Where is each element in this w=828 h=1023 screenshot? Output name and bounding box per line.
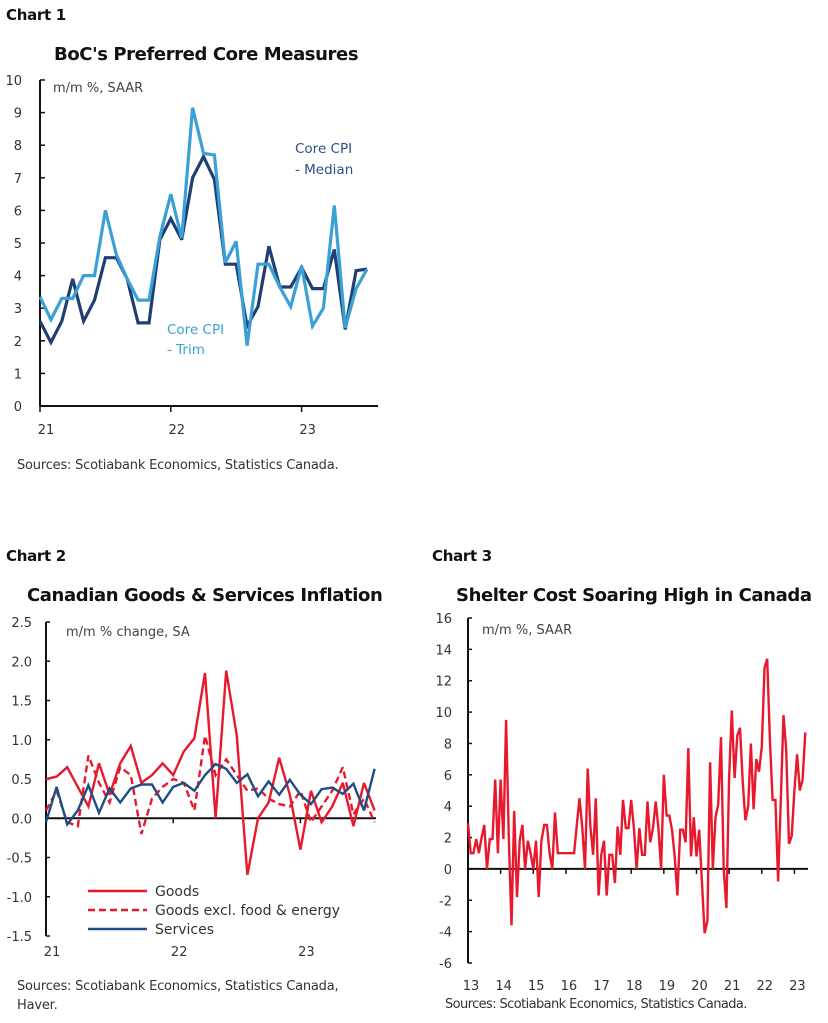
chart2-series-goods-excl-food-energy xyxy=(44,735,376,835)
y-tick-label: 4 xyxy=(444,800,452,815)
y-tick-label: 0.0 xyxy=(11,812,32,827)
chart2-series-services xyxy=(44,762,376,828)
x-tick-label: 23 xyxy=(789,979,806,994)
y-tick-label: 7 xyxy=(14,172,22,187)
x-tick-label: 20 xyxy=(691,979,708,994)
y-tick-label: 2 xyxy=(14,335,22,350)
chart1-x-ticks: 21 22 23 xyxy=(38,406,316,438)
y-tick-label: 6 xyxy=(444,769,452,784)
x-tick-label: 16 xyxy=(561,979,578,994)
chart2-source-line2: Haver. xyxy=(17,998,58,1013)
chart1-title: BoC's Preferred Core Measures xyxy=(54,44,359,65)
legend-goods-label: Goods xyxy=(155,884,199,900)
chart3-title: Shelter Cost Soaring High in Canada xyxy=(456,585,812,606)
chart1-median-label-line2: - Median xyxy=(295,162,353,178)
chart1-median-label-line1: Core CPI xyxy=(295,141,352,157)
x-tick-label: 21 xyxy=(724,979,741,994)
chart1-unit-label: m/m %, SAAR xyxy=(53,81,143,96)
x-tick-label: 14 xyxy=(495,979,512,994)
x-tick-label: 18 xyxy=(626,979,643,994)
chart3-unit-label: m/m %, SAAR xyxy=(482,623,572,638)
x-tick-label: 22 xyxy=(169,423,186,438)
y-tick-label: 2 xyxy=(444,832,452,847)
y-tick-label: 10 xyxy=(435,706,452,721)
x-tick-label: 21 xyxy=(38,423,55,438)
y-tick-label: 2.5 xyxy=(11,616,32,631)
x-tick-label: 17 xyxy=(593,979,610,994)
y-tick-label: 5 xyxy=(14,237,22,252)
chart1-source: Sources: Scotiabank Economics, Statistic… xyxy=(17,458,339,473)
chart1-series xyxy=(38,107,369,346)
chart2-legend: Goods Goods excl. food & energy Services xyxy=(88,884,340,938)
chart2-series xyxy=(44,670,376,876)
y-tick-label: 12 xyxy=(435,675,452,690)
y-tick-label: -1.0 xyxy=(7,891,32,906)
y-tick-label: -0.5 xyxy=(7,852,32,867)
chart1-trim-label-line2: - Trim xyxy=(167,342,205,358)
y-tick-label: 16 xyxy=(435,612,452,627)
chart1-label: Chart 1 xyxy=(6,6,66,24)
chart2-unit-label: m/m % change, SA xyxy=(66,625,190,640)
y-tick-label: -6 xyxy=(439,957,452,972)
x-tick-label: 22 xyxy=(171,945,188,960)
y-tick-label: 2.0 xyxy=(11,655,32,670)
y-tick-label: -2 xyxy=(439,894,452,909)
chart3-series xyxy=(466,658,807,934)
chart3-source: Sources: Scotiabank Economics, Statistic… xyxy=(445,997,747,1012)
chart3-series-shelter-cpi xyxy=(466,658,807,934)
chart1-y-ticks: 0 1 2 3 4 5 6 7 8 9 10 xyxy=(5,74,45,415)
chart1-trim-label-line1: Core CPI xyxy=(167,322,224,338)
y-tick-label: 1.0 xyxy=(11,734,32,749)
y-tick-label: 1.5 xyxy=(11,695,32,710)
chart2-source: Sources: Scotiabank Economics, Statistic… xyxy=(17,977,339,1015)
chart2-x-ticks: 21 22 23 xyxy=(44,818,315,960)
x-tick-label: 21 xyxy=(44,945,61,960)
x-tick-label: 13 xyxy=(463,979,480,994)
chart2-series-goods xyxy=(45,670,376,876)
legend-services-label: Services xyxy=(155,922,214,938)
y-tick-label: 8 xyxy=(14,139,22,154)
chart3-axes xyxy=(467,618,808,963)
y-tick-label: 0 xyxy=(14,400,22,415)
x-tick-label: 23 xyxy=(298,945,315,960)
x-tick-label: 23 xyxy=(299,423,316,438)
y-tick-label: 4 xyxy=(14,270,22,285)
x-tick-label: 22 xyxy=(756,979,773,994)
y-tick-label: 0 xyxy=(444,863,452,878)
y-tick-label: 10 xyxy=(5,74,22,89)
y-tick-label: -4 xyxy=(439,926,452,941)
x-tick-label: 15 xyxy=(528,979,545,994)
chart2-y-ticks: -1.5 -1.0 -0.5 0.0 0.5 1.0 1.5 2.0 2.5 xyxy=(7,616,50,945)
x-tick-label: 19 xyxy=(659,979,676,994)
y-tick-label: 1 xyxy=(14,367,22,382)
chart2-source-line1: Sources: Scotiabank Economics, Statistic… xyxy=(17,979,339,994)
chart3-x-ticks: 13 14 15 16 17 18 19 20 21 22 23 xyxy=(463,868,806,994)
y-tick-label: 3 xyxy=(14,302,22,317)
chart3-y-ticks: -6 -4 -2 0 2 4 6 8 10 12 14 16 xyxy=(435,612,472,972)
chart2-title: Canadian Goods & Services Inflation xyxy=(27,585,383,606)
chart2-label: Chart 2 xyxy=(6,547,66,565)
y-tick-label: 6 xyxy=(14,204,22,219)
y-tick-label: 9 xyxy=(14,107,22,122)
y-tick-label: -1.5 xyxy=(7,930,32,945)
chart3-label: Chart 3 xyxy=(432,547,492,565)
y-tick-label: 14 xyxy=(435,643,452,658)
y-tick-label: 8 xyxy=(444,737,452,752)
legend-goods-excl-label: Goods excl. food & energy xyxy=(155,903,340,919)
y-tick-label: 0.5 xyxy=(11,773,32,788)
